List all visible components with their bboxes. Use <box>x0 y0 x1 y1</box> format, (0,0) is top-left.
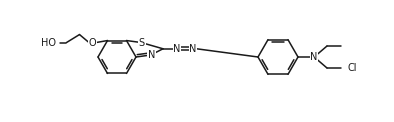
Text: N: N <box>310 52 318 62</box>
Text: N: N <box>173 44 181 54</box>
Text: N: N <box>148 50 155 60</box>
Text: Cl: Cl <box>348 63 357 73</box>
Text: N: N <box>189 44 197 54</box>
Text: S: S <box>139 38 145 48</box>
Text: O: O <box>89 38 96 48</box>
Text: HO: HO <box>41 38 56 48</box>
